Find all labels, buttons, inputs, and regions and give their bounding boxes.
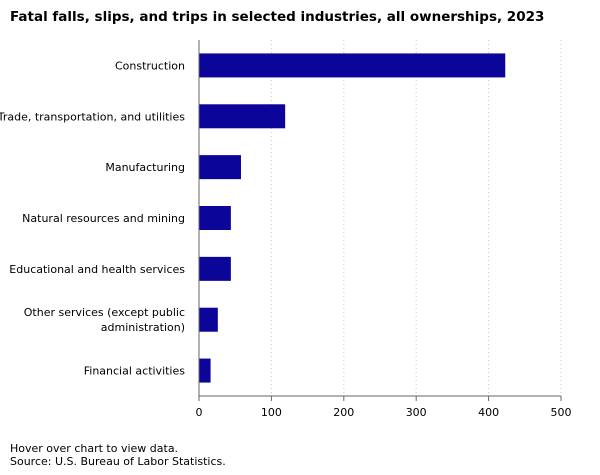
category-label-5: Other services (except public administrat… bbox=[24, 306, 185, 334]
bar-4[interactable] bbox=[199, 256, 231, 281]
x-tick-label-0: 0 bbox=[196, 406, 203, 419]
x-tick-labels: 0 100 200 300 400 500 bbox=[196, 406, 572, 419]
category-label-1: Trade, transportation, and utilities bbox=[0, 110, 185, 123]
category-label-4: Educational and health services bbox=[9, 263, 185, 276]
x-tick-label-400: 400 bbox=[478, 406, 499, 419]
category-label-0: Construction bbox=[115, 59, 185, 72]
bar-6[interactable] bbox=[199, 358, 211, 383]
x-tick-label-200: 200 bbox=[333, 406, 354, 419]
category-label-6: Financial activities bbox=[84, 365, 186, 378]
x-tick-label-100: 100 bbox=[261, 406, 282, 419]
bar-5[interactable] bbox=[199, 307, 218, 332]
category-label-2: Manufacturing bbox=[105, 161, 185, 174]
category-label-3: Natural resources and mining bbox=[22, 212, 185, 225]
bars bbox=[199, 53, 506, 383]
x-tick-label-300: 300 bbox=[406, 406, 427, 419]
bar-1[interactable] bbox=[199, 104, 286, 129]
source-note: Source: U.S. Bureau of Labor Statistics. bbox=[10, 455, 226, 468]
category-labels: Construction Trade, transportation, and u… bbox=[0, 59, 185, 377]
axes bbox=[198, 40, 562, 401]
chart-title: Fatal falls, slips, and trips in selecte… bbox=[10, 9, 545, 25]
x-tick-label-500: 500 bbox=[551, 406, 572, 419]
grid-lines bbox=[270, 40, 562, 396]
bar-2[interactable] bbox=[199, 155, 241, 180]
bar-3[interactable] bbox=[199, 206, 231, 230]
bar-0[interactable] bbox=[199, 53, 506, 78]
hover-note: Hover over chart to view data. bbox=[10, 442, 179, 455]
